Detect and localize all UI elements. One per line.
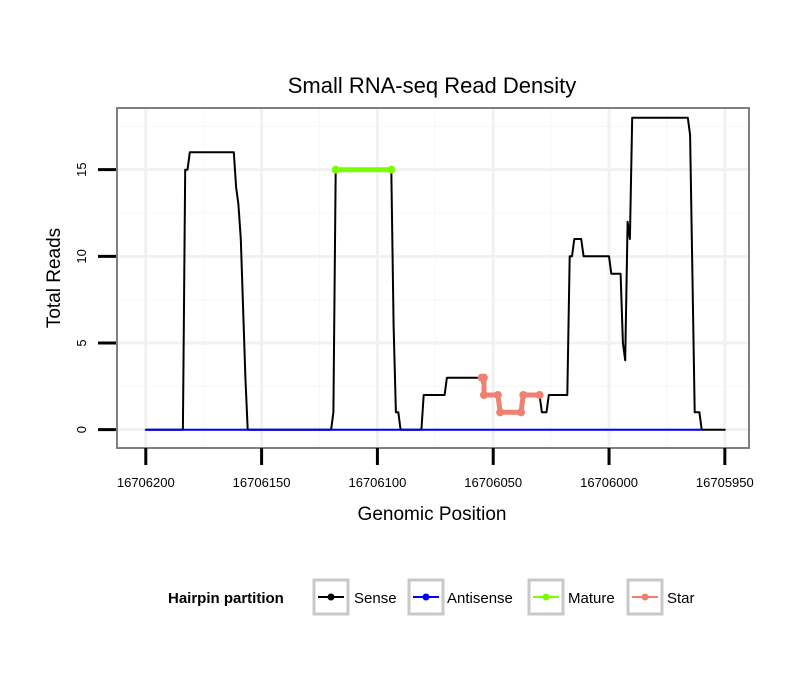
x-tick-label: 16706200: [117, 475, 175, 490]
legend-key-point: [327, 593, 335, 601]
legend-title: Hairpin partition: [168, 590, 284, 607]
plot-panel: [116, 107, 750, 449]
series-star-point: [493, 391, 502, 399]
series-layer: [144, 116, 726, 431]
chart-title: Small RNA-seq Read Density: [288, 73, 577, 98]
x-tick-label: 16706000: [580, 475, 638, 490]
series-star-point: [517, 408, 526, 417]
y-axis: 0 5 10 15: [74, 162, 116, 433]
y-axis-title: Total Reads: [44, 228, 65, 328]
x-axis: 16706200 16706150 16706100 16706050 16706000…: [117, 448, 754, 490]
series-star-point: [519, 391, 528, 399]
legend: Hairpin partition Sense Antisense Mature St…: [168, 578, 695, 616]
legend-key-point: [641, 593, 649, 601]
x-tick-label: 16705950: [696, 475, 754, 490]
legend-label-mature: Mature: [568, 590, 615, 607]
x-tick-label: 16706100: [348, 475, 406, 490]
series-mature-point: [387, 165, 396, 174]
legend-key-point: [542, 593, 550, 601]
series-star-point: [496, 408, 505, 417]
y-tick-label: 15: [74, 162, 89, 176]
series-star-point: [479, 373, 488, 382]
x-tick-label: 16706150: [233, 475, 291, 490]
legend-label-star: Star: [667, 590, 695, 607]
x-axis-title: Genomic Position: [358, 504, 507, 525]
series-star-point: [479, 391, 488, 399]
y-tick-label: 0: [74, 426, 89, 433]
legend-key-point: [422, 593, 430, 601]
y-tick-label: 10: [74, 249, 89, 263]
series-star-point: [535, 391, 544, 399]
y-tick-label: 5: [74, 339, 89, 346]
legend-label-antisense: Antisense: [447, 590, 513, 607]
grid-lines: [118, 109, 748, 447]
series-mature-point: [331, 165, 340, 174]
x-tick-label: 16706050: [464, 475, 522, 490]
legend-label-sense: Sense: [354, 590, 397, 607]
